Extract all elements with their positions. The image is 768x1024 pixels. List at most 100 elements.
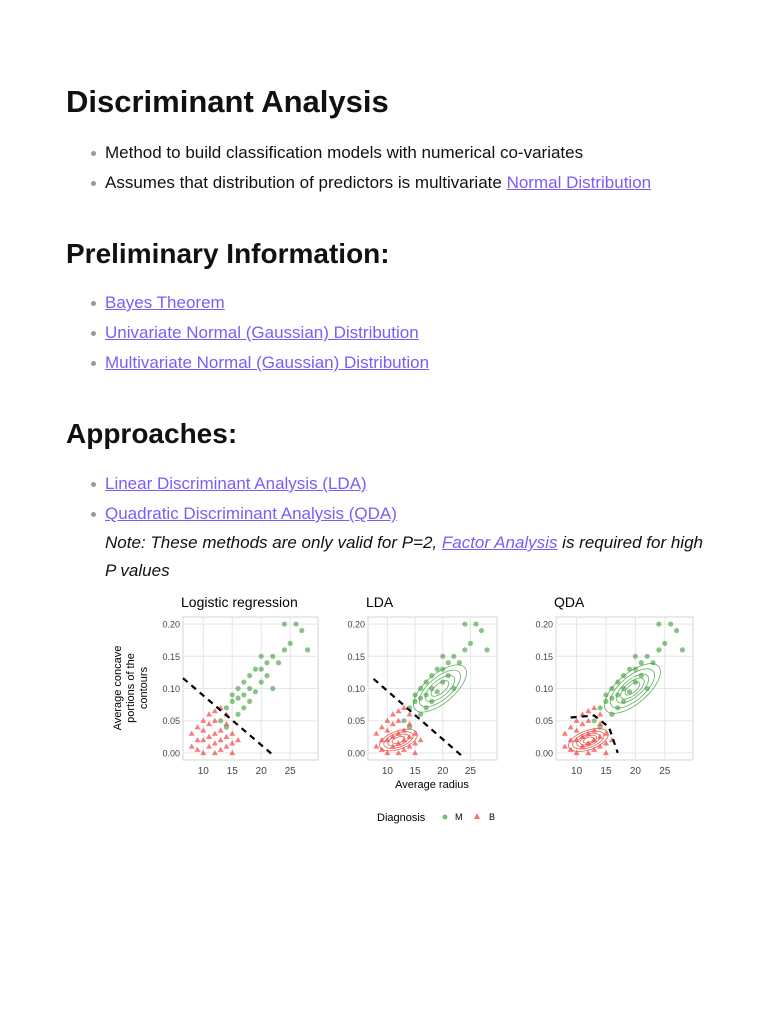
point	[567, 746, 574, 752]
y-tick-label: 0.05	[535, 716, 553, 726]
link[interactable]: Factor Analysis	[441, 533, 558, 552]
point	[561, 743, 568, 749]
y-tick-label: 0.05	[162, 716, 180, 726]
point	[673, 627, 680, 634]
point	[384, 749, 391, 756]
point	[247, 685, 253, 692]
point	[229, 730, 236, 736]
point	[615, 692, 621, 698]
point	[615, 679, 621, 685]
x-tick-label: 25	[465, 766, 477, 777]
point	[423, 679, 429, 685]
x-tick-label: 10	[571, 766, 583, 777]
point	[264, 673, 270, 679]
point	[395, 708, 402, 714]
point	[241, 705, 247, 711]
point	[573, 749, 580, 756]
y-tick-label: 0.20	[347, 620, 365, 630]
point	[609, 711, 615, 717]
y-tick-label: 0.10	[162, 684, 180, 694]
item: Bayes Theorem	[91, 288, 715, 318]
item: Method to build classification models wi…	[91, 138, 715, 168]
link[interactable]: Bayes Theorem	[105, 293, 225, 312]
point	[423, 705, 429, 711]
point	[223, 720, 230, 727]
y-tick-label: 0.10	[535, 684, 553, 694]
point	[585, 740, 592, 746]
point	[194, 737, 201, 743]
point	[585, 708, 592, 714]
point	[211, 730, 218, 736]
y-tick-label: 0.15	[347, 652, 365, 662]
point	[462, 621, 468, 627]
x-tick-label: 20	[256, 766, 268, 777]
link[interactable]: Linear Discriminant Analysis (LDA)	[105, 474, 367, 493]
contour	[609, 668, 655, 709]
point	[281, 647, 287, 653]
point	[223, 705, 230, 711]
point	[389, 720, 396, 727]
point	[235, 737, 242, 743]
point	[400, 704, 407, 711]
point	[194, 724, 201, 730]
point	[241, 679, 247, 685]
point	[218, 718, 224, 724]
point	[258, 679, 264, 685]
point	[400, 727, 407, 733]
x-tick-label: 10	[382, 766, 394, 777]
point	[412, 740, 419, 746]
point	[626, 666, 633, 672]
point	[395, 749, 402, 756]
point	[235, 685, 241, 692]
point	[406, 720, 413, 727]
point	[638, 660, 644, 666]
decision-boundary	[570, 714, 619, 754]
point	[585, 730, 592, 736]
y-tick-label: 0.15	[162, 652, 180, 662]
point	[299, 627, 305, 634]
point	[276, 660, 282, 666]
decision-boundary	[182, 677, 274, 756]
legend-marker	[474, 813, 480, 819]
point	[609, 695, 615, 701]
point	[258, 666, 264, 672]
point	[597, 733, 604, 740]
point	[591, 718, 597, 724]
point	[217, 727, 224, 733]
point	[389, 743, 396, 749]
point	[188, 743, 195, 749]
point	[412, 730, 419, 736]
link[interactable]: Multivariate Normal (Gaussian) Distribut…	[105, 353, 430, 372]
link[interactable]: Normal Distribution	[506, 173, 652, 192]
point	[258, 653, 264, 659]
contour	[430, 680, 450, 697]
title: Discriminant Analysis	[66, 84, 389, 119]
text: Method to build classification models wi…	[105, 143, 584, 162]
point	[412, 749, 419, 756]
point	[384, 727, 391, 733]
point	[621, 685, 627, 692]
note-text: Note: These methods are only valid for P…	[105, 533, 442, 552]
figure: Logistic regression 10 15 20 25 0.00 0.05 0.10 0…	[112, 594, 694, 824]
link[interactable]: Quadratic Discriminant Analysis (QDA)	[105, 504, 397, 523]
point	[679, 647, 686, 653]
heading: Approaches:	[66, 418, 238, 449]
item: Assumes that distribution of predictors …	[91, 168, 715, 198]
x-tick-label: 20	[437, 766, 449, 777]
note-text: is required for high P values	[105, 533, 703, 580]
point	[573, 727, 580, 733]
point	[567, 737, 574, 743]
point	[429, 673, 435, 679]
point	[206, 733, 213, 740]
link[interactable]: Univariate Normal (Gaussian) Distributio…	[105, 323, 419, 342]
legend-label: M	[455, 812, 463, 822]
point	[389, 711, 396, 717]
y-tick-label: 0.20	[535, 620, 553, 630]
point	[573, 737, 580, 743]
point	[434, 666, 440, 672]
point	[217, 746, 224, 752]
point	[412, 692, 418, 698]
point	[378, 746, 385, 752]
point	[406, 711, 413, 717]
